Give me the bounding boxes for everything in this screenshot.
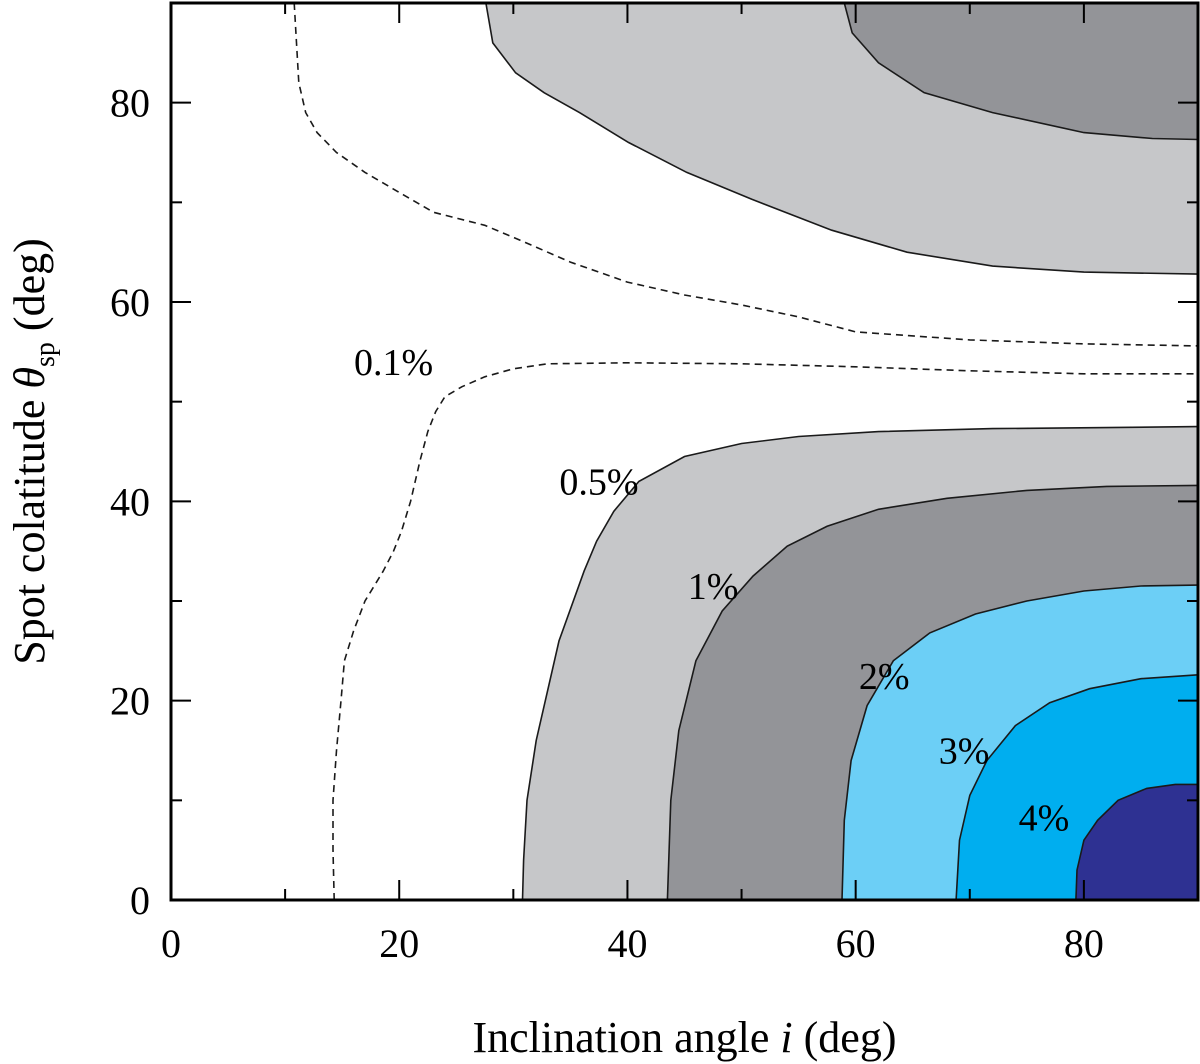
x-tick-label-80: 80 xyxy=(1064,921,1104,966)
axis-tick-labels: 0 20 40 60 80 0 20 40 60 80 xyxy=(110,81,1104,966)
y-tick-label-20: 20 xyxy=(110,679,150,724)
label-3: 3% xyxy=(939,731,990,773)
lower-4-region xyxy=(1075,784,1198,900)
label-0.5: 0.5% xyxy=(559,461,638,503)
y-axis-label: Spot colatitude θsp (deg) xyxy=(5,238,61,665)
label-4: 4% xyxy=(1019,797,1070,839)
y-tick-label-80: 80 xyxy=(110,81,150,126)
contour-labels: 0.1% 0.5% 1% 2% 3% 4% xyxy=(354,342,1069,839)
label-1: 1% xyxy=(688,566,739,608)
line-lower-4 xyxy=(1075,783,1198,900)
x-tick-label-0: 0 xyxy=(161,921,181,966)
upper-1-region xyxy=(844,3,1198,140)
line-upper-0.5 xyxy=(485,3,1198,275)
x-axis-label: Inclination angle i (deg) xyxy=(473,1013,897,1062)
line-lower-3 xyxy=(955,674,1198,900)
y-tick-label-60: 60 xyxy=(110,280,150,325)
plot-frame xyxy=(169,1,1200,902)
x-tick-label-20: 20 xyxy=(379,921,419,966)
filled-contour-regions xyxy=(485,3,1198,900)
dashed-upper-0.1 xyxy=(293,3,1198,347)
label-0.1: 0.1% xyxy=(354,342,433,384)
contour-lines xyxy=(293,3,1198,900)
line-lower-1 xyxy=(666,484,1198,900)
line-lower-0.5 xyxy=(521,425,1198,900)
label-2: 2% xyxy=(859,656,910,698)
line-upper-1 xyxy=(843,3,1198,141)
y-tick-label-0: 0 xyxy=(130,878,150,923)
dashed-lower-0.1 xyxy=(332,361,1198,900)
y-tick-label-40: 40 xyxy=(110,479,150,524)
x-tick-label-40: 40 xyxy=(607,921,647,966)
line-lower-2 xyxy=(841,584,1198,900)
x-tick-label-60: 60 xyxy=(836,921,876,966)
